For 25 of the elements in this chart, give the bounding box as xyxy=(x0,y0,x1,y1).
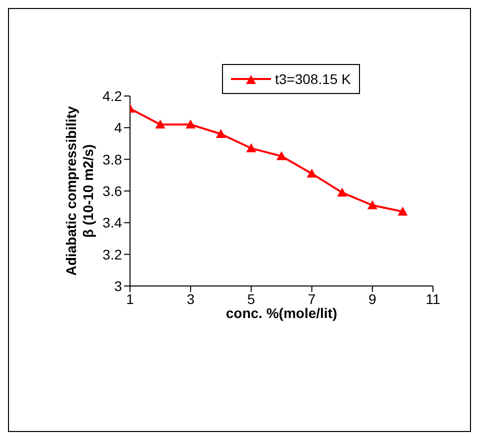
y-tick-label: 3 xyxy=(114,278,122,294)
point xyxy=(306,168,317,178)
point xyxy=(216,129,226,138)
point xyxy=(186,120,196,128)
y-tick-label: 4 xyxy=(114,120,122,136)
x-tick-label: 5 xyxy=(247,290,256,307)
x-tick-label: 3 xyxy=(186,290,195,307)
x-tick-label: 9 xyxy=(368,290,376,307)
x-tick-label: 7 xyxy=(308,290,316,307)
point xyxy=(155,120,166,128)
x-tick-label: 1 xyxy=(126,290,134,307)
y-tick-label: 3.6 xyxy=(102,182,122,199)
y-tick-label: 3.2 xyxy=(102,246,122,262)
point xyxy=(246,143,256,152)
point xyxy=(398,206,408,216)
x-tick-label: 11 xyxy=(426,290,440,307)
y-axis-title: Adiabatic compressibility β (10-10 m2/s) xyxy=(63,106,96,276)
y-tick-label: 4.2 xyxy=(102,88,122,104)
y-tick-label: 3.8 xyxy=(102,151,122,168)
legend-label: t3=308.15 K xyxy=(275,71,351,87)
x-axis-title: conc. %(mole/lit) xyxy=(226,305,338,321)
point xyxy=(367,200,378,210)
point xyxy=(337,188,348,197)
y-tick-label: 3.4 xyxy=(102,214,122,231)
point xyxy=(276,151,286,160)
